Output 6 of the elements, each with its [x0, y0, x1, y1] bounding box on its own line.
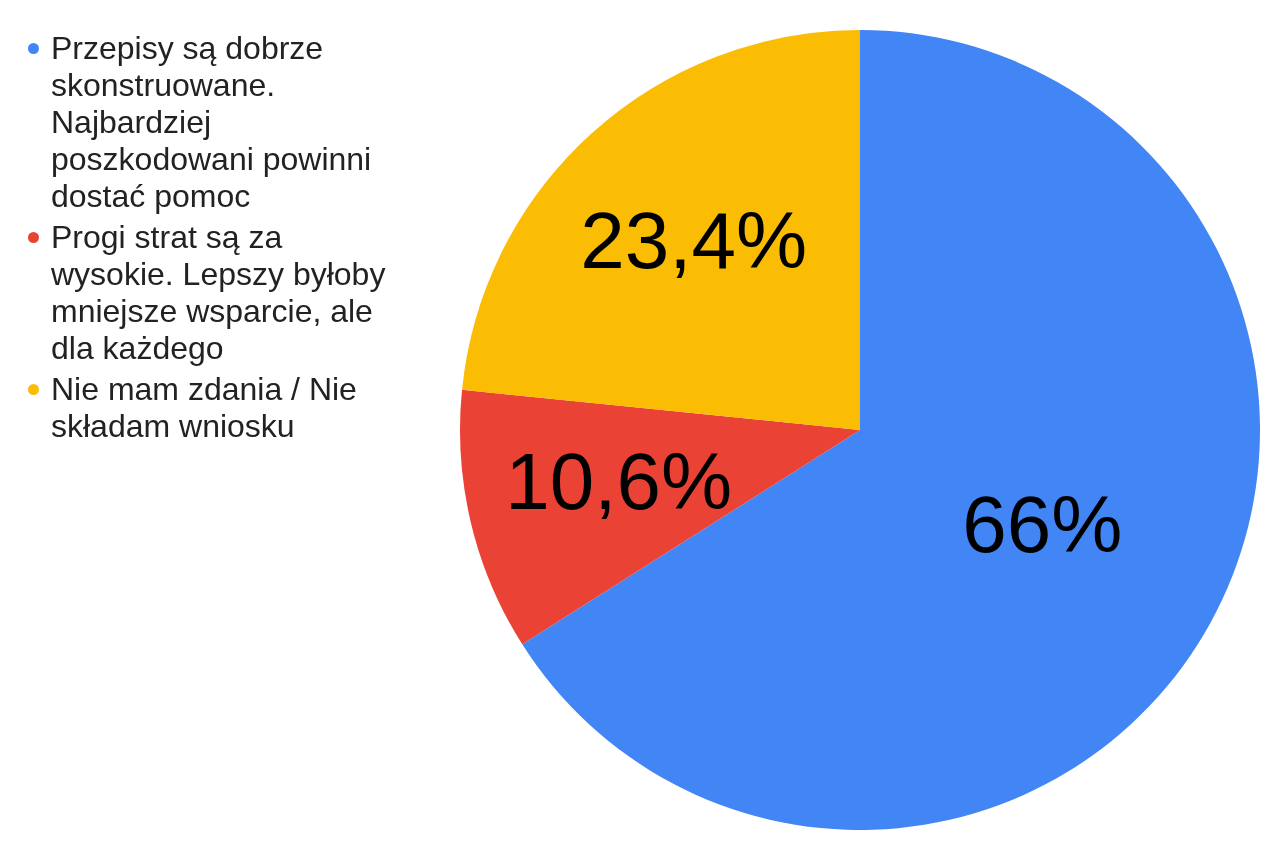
legend-label: Progi strat są za wysokie. Lepszy byłoby mniejsze wsparcie, ale dla każdego: [51, 219, 387, 367]
legend-label: Przepisy są dobrze skonstruowane. Najbardziej poszkodowani powinni dostać pomoc: [51, 30, 373, 215]
legend-label: Nie mam zdania / Nie składam wniosku: [51, 371, 358, 445]
data-label: 66%: [962, 480, 1123, 570]
data-label: 10,6%: [505, 437, 733, 527]
data-label: 23,4%: [580, 196, 808, 286]
